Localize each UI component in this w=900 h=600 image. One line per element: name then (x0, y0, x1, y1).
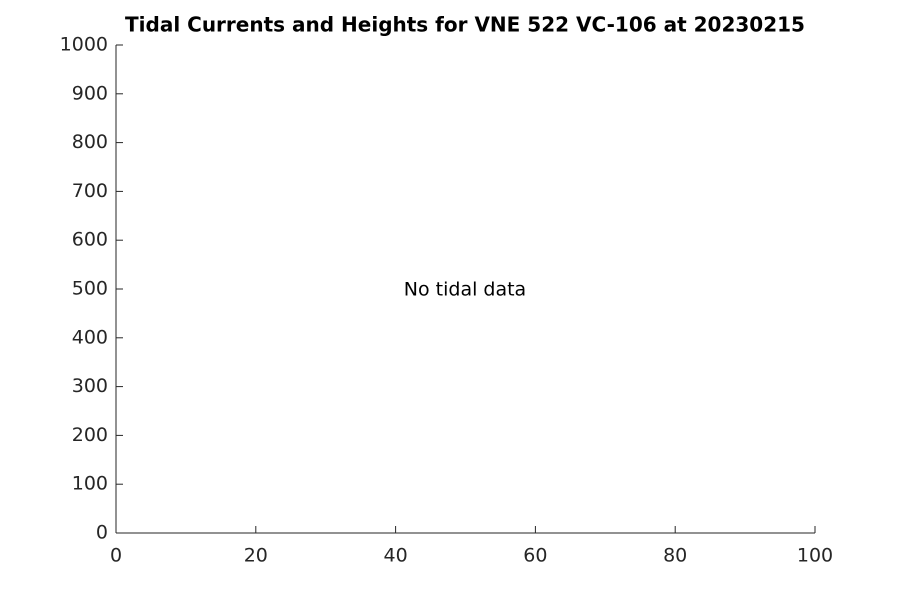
x-tick-label: 60 (523, 545, 547, 567)
y-tick-label: 700 (72, 180, 108, 202)
y-tick-label: 0 (96, 522, 108, 544)
y-tick-label: 900 (72, 82, 108, 104)
y-tick-label: 100 (72, 473, 108, 495)
chart-title: Tidal Currents and Heights for VNE 522 V… (125, 13, 805, 37)
y-tick-label: 400 (72, 326, 108, 348)
y-tick-label: 300 (72, 375, 108, 397)
y-tick-label: 1000 (60, 34, 108, 56)
y-tick-label: 200 (72, 424, 108, 446)
y-tick-label: 500 (72, 278, 108, 300)
x-tick-label: 100 (797, 545, 833, 567)
x-tick-label: 80 (663, 545, 687, 567)
y-tick-label: 800 (72, 131, 108, 153)
x-tick-label: 20 (244, 545, 268, 567)
x-tick-label: 0 (110, 545, 122, 567)
annotation: No tidal data (404, 279, 526, 301)
x-tick-label: 40 (384, 545, 408, 567)
y-tick-label: 600 (72, 229, 108, 251)
